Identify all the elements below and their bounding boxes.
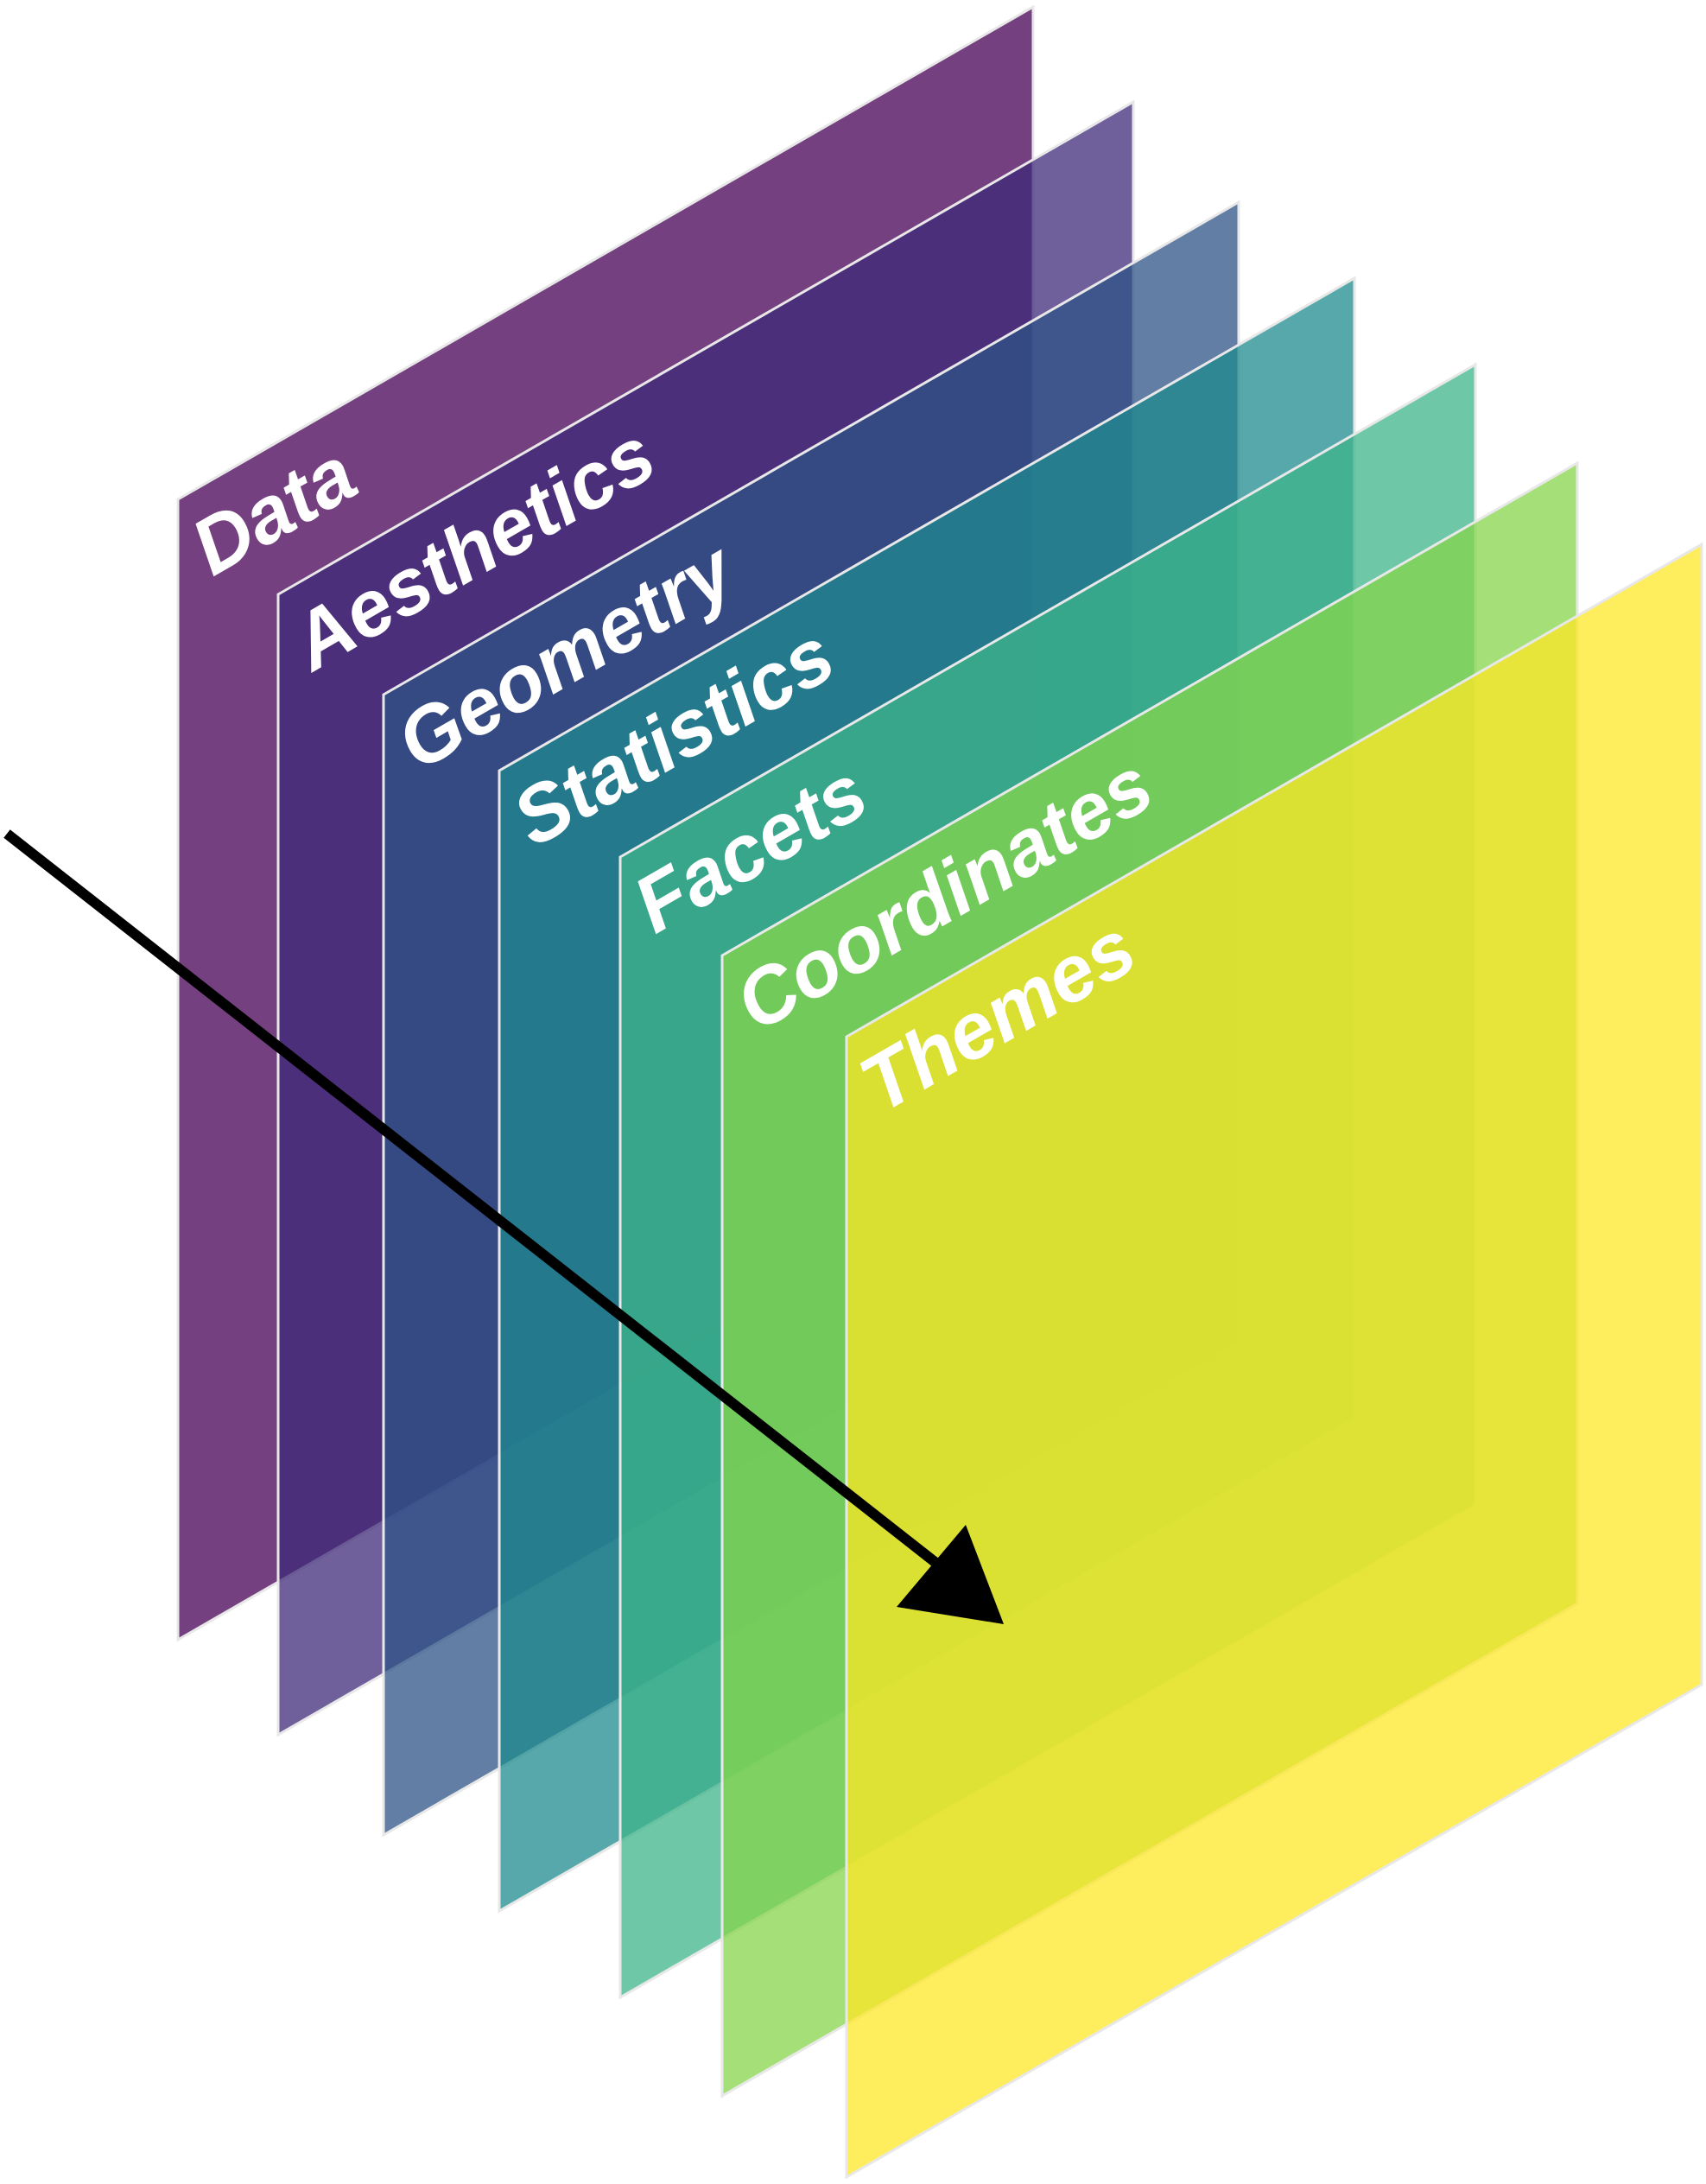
arrow-shaft (3, 829, 949, 1575)
layer-panel-themes (845, 542, 1703, 2180)
arrow-head (897, 1525, 1004, 1624)
layers-group: DataAestheticsGeometryStatisticsFacetsCo… (176, 4, 1703, 2180)
arrow (3, 829, 1004, 1624)
